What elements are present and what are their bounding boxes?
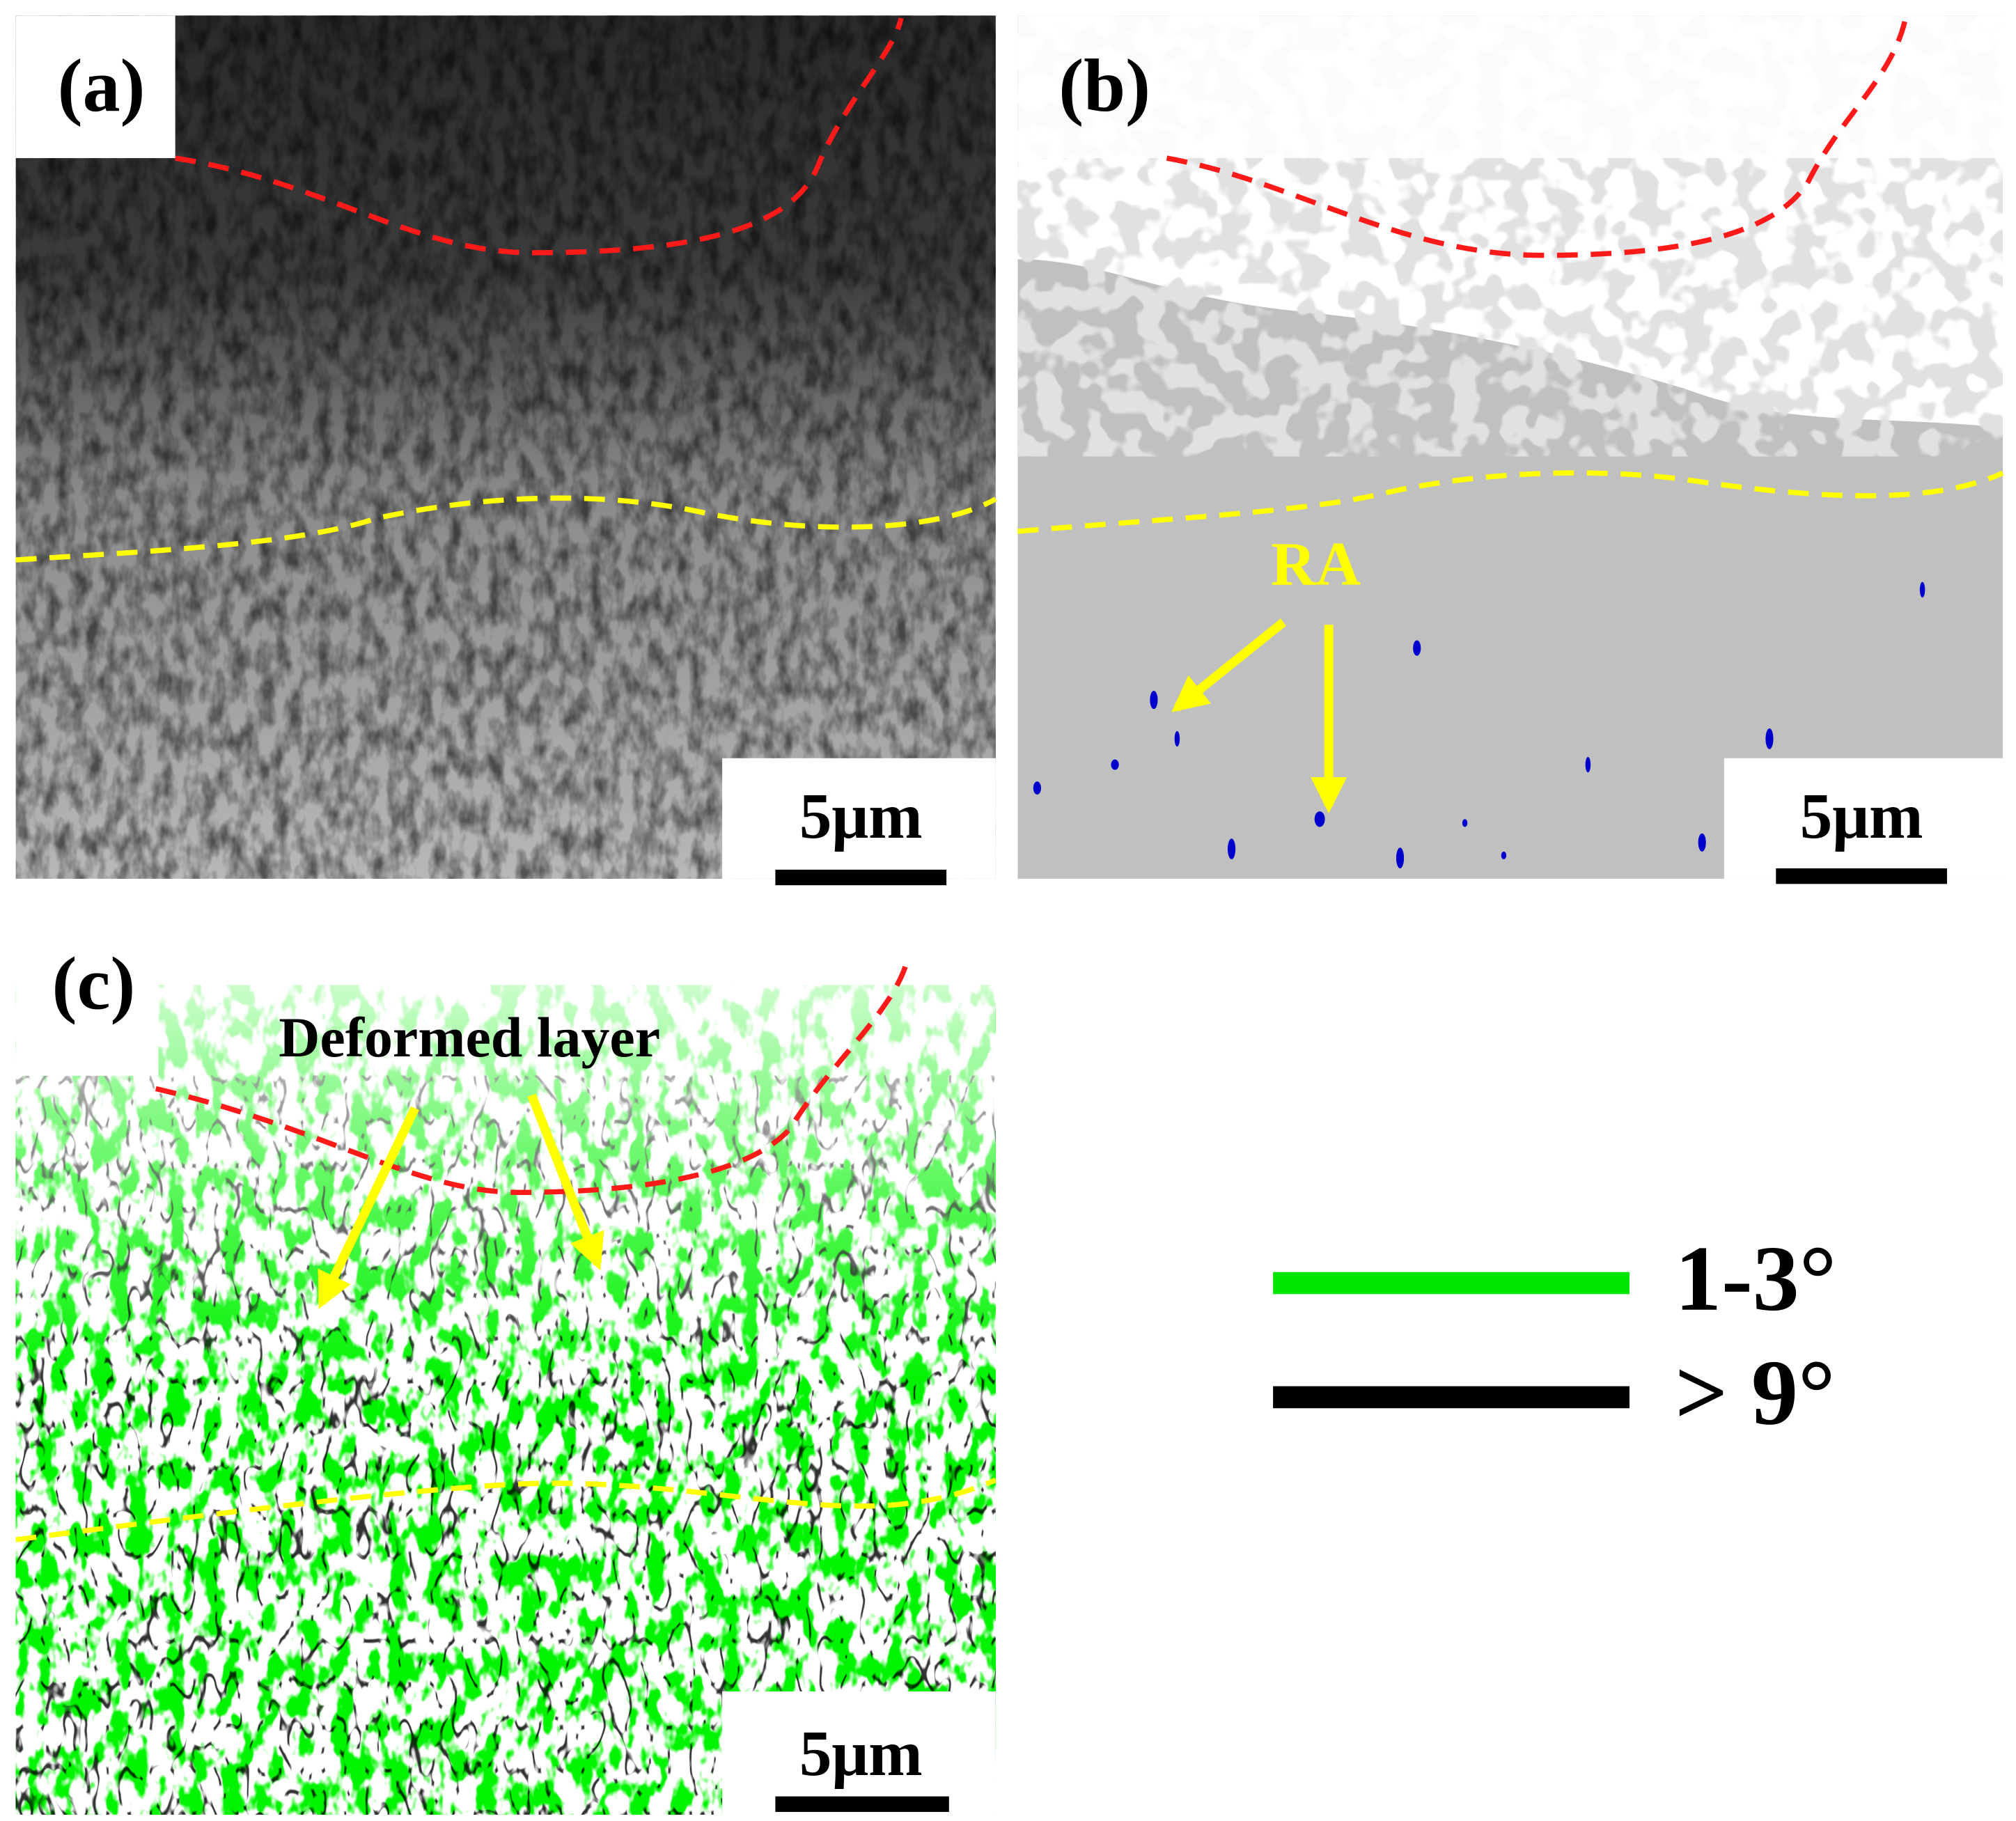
phase-map-top — [1017, 15, 2003, 159]
boundary-map-fade — [15, 959, 996, 1815]
boundary-red — [175, 17, 904, 256]
scale-bar — [775, 869, 947, 886]
scale-bar — [1776, 868, 1947, 884]
scale-label: 5μm — [799, 1718, 923, 1790]
boundary-red — [1166, 17, 1909, 258]
panel-label: (a) — [58, 45, 146, 127]
label-box — [15, 959, 159, 1076]
panel-b: (b) RA 5μm — [1017, 15, 2004, 884]
annotation: Deformed layer — [279, 1006, 660, 1069]
arrow — [527, 1093, 604, 1271]
boundary-red — [155, 958, 910, 1196]
scale-box — [722, 758, 996, 879]
legend-label: 1-3° — [1675, 1227, 1836, 1330]
panel-a: (a) 5μm — [15, 15, 997, 886]
panel-label: (c) — [52, 943, 136, 1026]
legend-label: > 9° — [1675, 1341, 1835, 1444]
legend: 1-3° > 9° — [1273, 1227, 1836, 1444]
panel-c: (c) Deformed layer 5μm — [15, 943, 997, 1821]
arrow — [318, 1106, 419, 1309]
panel-label: (b) — [1058, 45, 1150, 127]
ra-particles — [1033, 581, 1925, 869]
scale-bar — [775, 1796, 949, 1812]
scale-box — [1724, 758, 2003, 879]
scale-label: 5μm — [799, 781, 923, 852]
label-box — [15, 15, 175, 159]
boundary-yellow — [15, 495, 997, 563]
boundary-yellow — [15, 1478, 997, 1542]
arrow — [1171, 618, 1287, 712]
boundary-yellow — [1017, 470, 2004, 534]
scale-label: 5μm — [1800, 781, 1923, 852]
annotation: RA — [1271, 529, 1361, 598]
